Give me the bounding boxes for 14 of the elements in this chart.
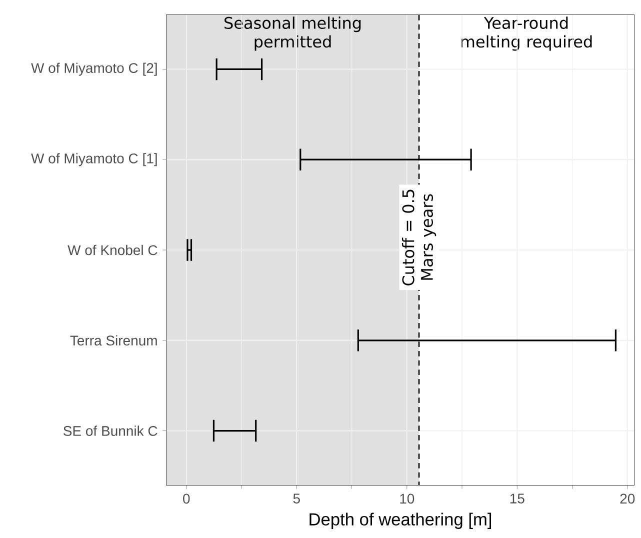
x-tick-label: 10: [400, 494, 414, 504]
band-label: Seasonal melting permitted: [224, 16, 361, 51]
y-tick-label: W of Miyamoto C [1]: [31, 153, 157, 166]
x-tick-label: 5: [293, 494, 300, 504]
y-tick-label: Terra Sirenum: [70, 335, 157, 346]
x-axis-title: Depth of weathering [m]: [310, 512, 492, 529]
y-tick-label: SE of Bunnik C: [64, 426, 158, 436]
x-tick-label: 20: [620, 494, 635, 504]
y-tick-label: W of Knobel C: [68, 244, 158, 256]
band-label: Year-round melting required: [461, 16, 592, 51]
y-tick-label: W of Miyamoto C [2]: [31, 62, 157, 76]
annotation: Cutoff = 0.5 Mars years: [402, 190, 436, 286]
x-tick-label: 15: [510, 494, 524, 504]
x-tick-label: 0: [183, 494, 190, 504]
